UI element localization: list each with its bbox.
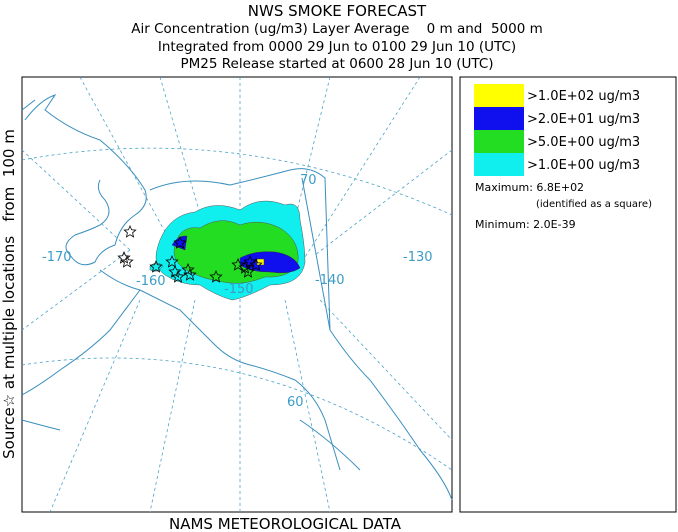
map-label: 70 bbox=[300, 173, 317, 188]
source-star bbox=[165, 254, 179, 268]
minimum: Minimum: 2.0E-39 bbox=[475, 218, 576, 231]
source-star bbox=[209, 269, 223, 283]
map-label: -170 bbox=[42, 250, 72, 265]
map: 70 -170 -160 -150 -140 -130 60 bbox=[21, 76, 453, 513]
source-star bbox=[231, 257, 245, 271]
source-star bbox=[117, 250, 131, 264]
map-label: 60 bbox=[287, 395, 304, 410]
sources bbox=[117, 224, 263, 283]
map-label: -130 bbox=[403, 250, 433, 265]
plume-level bbox=[239, 251, 301, 274]
legend-label: >5.0E+00 ug/m3 bbox=[527, 135, 640, 150]
coastline bbox=[21, 94, 453, 501]
source-star bbox=[183, 267, 197, 281]
source-star bbox=[171, 269, 185, 283]
subtitle: PM25 Release started at 0600 28 Jun 10 (… bbox=[180, 56, 493, 72]
source-star bbox=[149, 259, 163, 273]
footer: NAMS METEOROLOGICAL DATA bbox=[169, 515, 402, 532]
side-label: Source☆ at multiple locations from 100 m bbox=[0, 129, 18, 459]
map-label: -150 bbox=[224, 282, 254, 297]
subtitle: Integrated from 0000 29 Jun to 0100 29 J… bbox=[158, 39, 516, 55]
legend-swatch bbox=[474, 84, 524, 107]
source-star bbox=[168, 264, 182, 278]
source-star bbox=[249, 257, 263, 271]
legend-swatch bbox=[474, 153, 524, 176]
source-star bbox=[241, 264, 255, 278]
legend-label: >1.0E+00 ug/m3 bbox=[527, 158, 640, 173]
max-note: (identified as a square) bbox=[536, 199, 652, 210]
legend-label: >1.0E+02 ug/m3 bbox=[527, 89, 640, 104]
source-star bbox=[238, 260, 252, 274]
legend-swatch bbox=[474, 107, 524, 130]
source-star bbox=[123, 224, 137, 238]
source-star bbox=[120, 254, 134, 268]
source-star bbox=[173, 235, 187, 249]
graticule bbox=[21, 76, 453, 513]
map-label: -140 bbox=[315, 273, 345, 288]
source-star bbox=[181, 262, 195, 276]
legend-swatch bbox=[474, 130, 524, 153]
maximum: Maximum: 6.8E+02 bbox=[475, 181, 584, 194]
map-label: -160 bbox=[136, 274, 166, 289]
subtitle: Air Concentration (ug/m3) Layer Average … bbox=[131, 21, 543, 37]
title: NWS SMOKE FORECAST bbox=[248, 2, 427, 20]
legend: >1.0E+02 ug/m3 >2.0E+01 ug/m3 >5.0E+00 ug/… bbox=[459, 76, 677, 513]
legend-label: >2.0E+01 ug/m3 bbox=[527, 112, 640, 127]
source-star bbox=[243, 254, 257, 268]
